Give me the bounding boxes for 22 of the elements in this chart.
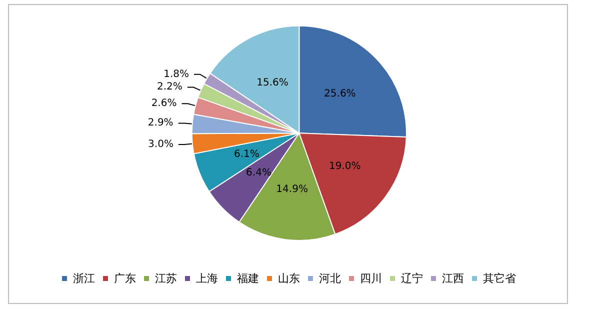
legend-label: 山东 (278, 272, 300, 285)
legend-label: 江西 (442, 272, 464, 285)
legend-label: 福建 (237, 272, 259, 285)
legend-label: 辽宁 (401, 272, 423, 285)
data-label: 6.4% (246, 167, 272, 178)
legend-label: 上海 (196, 272, 218, 285)
data-label: 2.6% (151, 98, 177, 110)
data-label: 15.6% (256, 78, 288, 89)
legend-label: 广东 (114, 272, 136, 285)
data-label: 6.1% (234, 148, 260, 160)
data-label: 2.2% (157, 82, 182, 93)
data-label: 19.0% (328, 161, 361, 172)
data-label: 3.0% (148, 139, 174, 150)
data-label: 2.9% (148, 118, 174, 129)
legend-label: 江苏 (155, 272, 177, 285)
data-label: 25.6% (324, 88, 356, 100)
data-label: 14.9% (276, 184, 308, 195)
legend-label: 四川 (360, 272, 382, 285)
data-label: 1.8% (164, 68, 189, 80)
legend-label: 浙江 (73, 272, 95, 285)
legend-label: 其它省 (483, 272, 516, 285)
legend-label: 河北 (319, 272, 341, 285)
